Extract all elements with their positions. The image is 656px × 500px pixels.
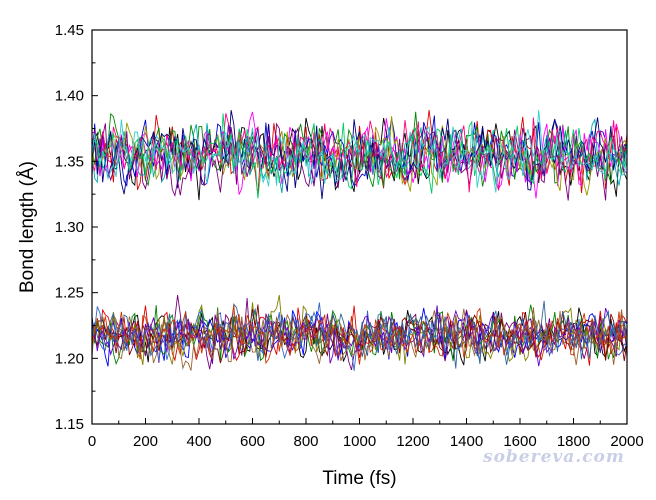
y-tick-label: 1.40 <box>55 88 84 105</box>
series-line-group1-10 <box>91 113 628 193</box>
y-tick-label: 1.35 <box>55 153 84 170</box>
x-tick-label: 0 <box>88 433 96 450</box>
watermark: sobereva.com <box>482 447 625 467</box>
traces-layer <box>91 109 628 371</box>
series-line-group1-9 <box>91 122 628 201</box>
x-tick-label: 2000 <box>610 433 643 450</box>
series-line-group1-11 <box>91 113 628 199</box>
x-tick-label: 400 <box>186 433 211 450</box>
x-tick-label: 1000 <box>343 433 376 450</box>
x-tick-label: 1200 <box>396 433 429 450</box>
y-axis-ticks: 1.15 1.20 1.25 1.30 1.35 1.40 1.45 <box>55 22 98 433</box>
x-tick-label: 1400 <box>450 433 483 450</box>
x-tick-label: 600 <box>240 433 265 450</box>
x-tick-label: 800 <box>293 433 318 450</box>
y-tick-label: 1.45 <box>55 22 84 39</box>
x-axis-ticks: 0 200 400 600 800 1000 1200 1400 1600 1800 2000 <box>88 418 644 450</box>
series-line-group1-12 <box>91 110 628 193</box>
plot-frame <box>91 29 628 425</box>
y-tick-label: 1.15 <box>55 416 84 433</box>
x-tick-label: 1600 <box>503 433 536 450</box>
series-line-group1-6 <box>91 117 628 194</box>
series-line-group2-5 <box>91 295 628 371</box>
x-tick-label: 200 <box>133 433 158 450</box>
series-line-group2-11 <box>91 300 628 369</box>
y-tick-label: 1.30 <box>55 219 84 236</box>
series-line-group2-12 <box>91 305 628 365</box>
x-axis-label: Time (fs) <box>322 468 396 489</box>
y-tick-label: 1.20 <box>55 350 84 367</box>
y-tick-label: 1.25 <box>55 285 84 302</box>
series-line-group2-10 <box>91 307 628 371</box>
x-tick-label: 1800 <box>557 433 590 450</box>
y-axis-label: Bond length (Å) <box>17 161 38 293</box>
series-line-group2-2 <box>91 305 628 366</box>
